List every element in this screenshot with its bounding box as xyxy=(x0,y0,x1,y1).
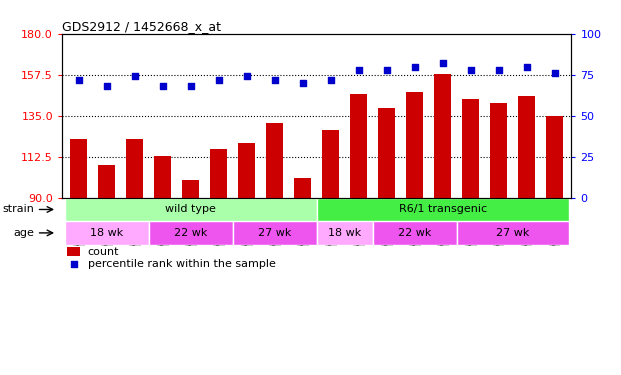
Bar xyxy=(406,92,423,198)
Bar xyxy=(378,108,395,198)
Text: strain: strain xyxy=(2,204,34,214)
Point xyxy=(270,76,279,82)
Bar xyxy=(266,123,283,198)
Point xyxy=(186,83,196,89)
Bar xyxy=(294,178,311,198)
Point xyxy=(214,76,224,82)
Point xyxy=(522,63,532,69)
Text: 27 wk: 27 wk xyxy=(496,228,529,238)
Bar xyxy=(65,221,149,245)
Point xyxy=(158,83,168,89)
Bar xyxy=(183,180,199,198)
Bar xyxy=(546,116,563,198)
Bar xyxy=(65,198,317,221)
Bar xyxy=(518,96,535,198)
Point xyxy=(242,74,252,80)
Bar xyxy=(211,148,227,198)
Point xyxy=(130,74,140,80)
Point xyxy=(297,80,307,86)
Bar xyxy=(233,221,317,245)
Bar xyxy=(155,156,171,198)
Text: wild type: wild type xyxy=(165,204,216,214)
Text: 18 wk: 18 wk xyxy=(328,228,361,238)
Point xyxy=(438,60,448,66)
Text: R6/1 transgenic: R6/1 transgenic xyxy=(399,204,487,214)
Text: 18 wk: 18 wk xyxy=(90,228,124,238)
Bar xyxy=(149,221,233,245)
Point xyxy=(494,67,504,73)
Text: 22 wk: 22 wk xyxy=(174,228,207,238)
Point xyxy=(466,67,476,73)
Point xyxy=(418,204,428,210)
Bar xyxy=(456,221,568,245)
Text: count: count xyxy=(88,247,119,257)
Text: percentile rank within the sample: percentile rank within the sample xyxy=(88,260,276,269)
Bar xyxy=(350,94,367,198)
Text: age: age xyxy=(13,228,34,238)
Bar xyxy=(67,247,80,256)
Point xyxy=(74,76,84,82)
Text: 22 wk: 22 wk xyxy=(398,228,432,238)
Bar xyxy=(462,99,479,198)
Point xyxy=(382,67,392,73)
Point xyxy=(410,63,420,69)
Bar xyxy=(490,103,507,198)
Bar xyxy=(373,221,456,245)
Bar xyxy=(322,130,339,198)
Point xyxy=(550,70,560,76)
Point xyxy=(326,76,336,82)
Point xyxy=(102,83,112,89)
Text: GDS2912 / 1452668_x_at: GDS2912 / 1452668_x_at xyxy=(62,20,221,33)
Point xyxy=(354,67,364,73)
Bar xyxy=(317,221,373,245)
Text: 27 wk: 27 wk xyxy=(258,228,291,238)
Bar xyxy=(99,165,116,198)
Bar xyxy=(434,74,451,198)
Bar xyxy=(127,140,143,198)
Bar xyxy=(71,140,88,198)
Bar xyxy=(238,143,255,198)
Bar xyxy=(317,198,568,221)
